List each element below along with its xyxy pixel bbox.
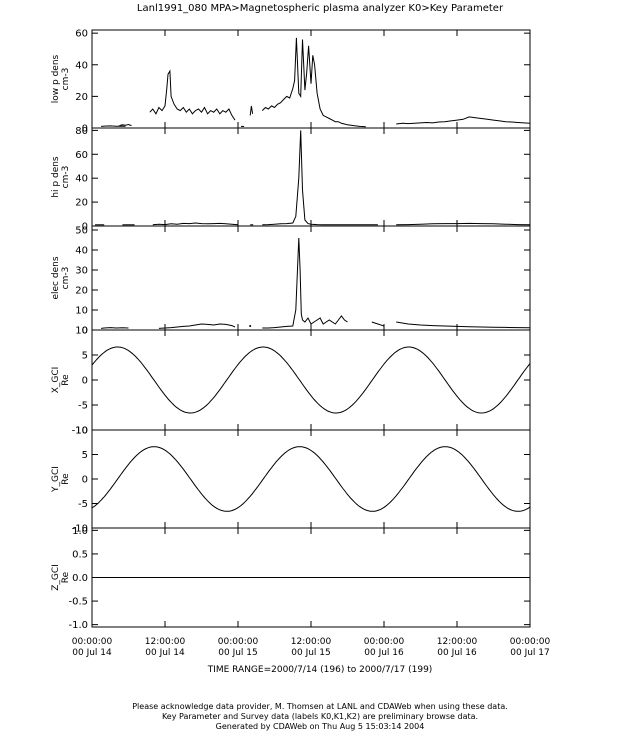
- series-line-3-5: [371, 321, 385, 327]
- x-tick-label-time: 12:00:00: [291, 637, 332, 647]
- y-tick-label: 0.0: [72, 573, 88, 584]
- series-line-1-5: [249, 105, 254, 116]
- y-tick-label: 20: [75, 198, 88, 209]
- y-tick-label: 1.0: [72, 526, 88, 537]
- y-tick-label: 40: [75, 60, 88, 71]
- x-tick-label-time: 00:00:00: [72, 637, 113, 647]
- orbit-curve-5: [91, 446, 531, 512]
- x-tick-label-date: 00 Jul 16: [437, 648, 477, 658]
- series-line-2-5: [262, 130, 378, 226]
- x-tick-label-date: 00 Jul 17: [510, 648, 550, 658]
- x-tick-label-date: 00 Jul 15: [218, 648, 258, 658]
- panel-frame-5: [91, 429, 531, 529]
- x-tick-label-date: 00 Jul 16: [364, 648, 404, 658]
- series-line-1-2: [119, 123, 132, 127]
- y-axis-label-3: elec dens: [51, 256, 61, 299]
- y-axis-label-4: Re: [61, 374, 71, 386]
- y-tick-label: 20: [75, 92, 88, 103]
- x-tick-label-time: 00:00:00: [364, 637, 405, 647]
- series-line-3-6: [396, 321, 531, 329]
- y-axis-label-3: cm-3: [61, 267, 71, 290]
- panel-frame-3: [91, 225, 531, 331]
- y-axis-label-6: Re: [61, 571, 71, 583]
- series-line-1-1: [101, 125, 126, 127]
- y-tick-label: 10: [75, 326, 88, 337]
- y-axis-label-2: cm-3: [61, 166, 71, 189]
- y-tick-label: 0.5: [72, 549, 88, 560]
- series-line-2-6: [396, 222, 531, 226]
- y-axis-label-1: low p dens: [51, 54, 61, 103]
- y-axis-label-6: Z_GCI: [51, 564, 61, 591]
- x-tick-label-time: 12:00:00: [437, 637, 478, 647]
- y-axis-label-5: Y_GCI: [51, 466, 61, 493]
- y-tick-label: 60: [75, 29, 88, 40]
- series-line-1-3: [149, 69, 236, 121]
- x-tick-label-time: 00:00:00: [510, 637, 551, 647]
- y-axis-label-2: hi p dens: [51, 156, 61, 198]
- y-axis-label-1: cm-3: [61, 68, 71, 91]
- y-axis-label-5: Re: [61, 473, 71, 485]
- x-tick-label-date: 00 Jul 15: [291, 648, 331, 658]
- y-axis-label-4: X_GCI: [51, 367, 61, 394]
- footer-preliminary-note: Key Parameter and Survey data (labels K0…: [161, 712, 479, 721]
- y-tick-label: -5: [78, 499, 88, 510]
- y-tick-label: 0: [82, 475, 88, 486]
- y-tick-label: 10: [75, 306, 88, 317]
- y-tick-label: 40: [75, 246, 88, 257]
- y-tick-label: 5: [82, 351, 88, 362]
- y-tick-label: -10: [72, 426, 88, 437]
- x-tick-label-date: 00 Jul 14: [72, 648, 112, 658]
- panel-frame-4: [91, 329, 531, 431]
- y-tick-label: 50: [75, 226, 88, 237]
- data-point: [249, 325, 252, 327]
- x-tick-label-time: 00:00:00: [218, 637, 259, 647]
- time-range-label: TIME RANGE=2000/7/14 (196) to 2000/7/17 …: [207, 665, 433, 675]
- series-line-3-4: [262, 237, 348, 329]
- y-tick-label: 30: [75, 266, 88, 277]
- y-tick-label: 40: [75, 174, 88, 185]
- y-tick-label: 80: [75, 126, 88, 137]
- y-tick-label: 0: [82, 376, 88, 387]
- y-tick-label: 0: [82, 326, 88, 337]
- y-tick-label: -1.0: [68, 620, 88, 631]
- footer-acknowledgement: Please acknowledge data provider, M. Tho…: [132, 702, 508, 711]
- y-tick-label: 5: [82, 450, 88, 461]
- y-tick-label: 0: [82, 124, 88, 135]
- y-tick-label: -5: [78, 401, 88, 412]
- panel-frame-2: [91, 127, 531, 227]
- series-line-1-6: [261, 37, 366, 128]
- x-tick-label-time: 12:00:00: [145, 637, 186, 647]
- series-line-3-1: [101, 327, 129, 329]
- y-tick-label: 10: [75, 426, 88, 437]
- y-tick-label: 20: [75, 286, 88, 297]
- series-line-2-3: [152, 222, 239, 226]
- y-tick-label: 60: [75, 150, 88, 161]
- orbit-curve-4: [91, 346, 531, 414]
- x-tick-label-date: 00 Jul 14: [145, 648, 185, 658]
- series-line-3-2: [158, 323, 236, 329]
- series-line-1-7: [396, 116, 531, 125]
- y-tick-label: -10: [72, 524, 88, 535]
- y-tick-label: -0.5: [68, 597, 88, 608]
- chart-title: Lanl1991_080 MPA>Magnetospheric plasma a…: [136, 3, 504, 14]
- y-tick-label: 0: [82, 222, 88, 233]
- footer-generated-by: Generated by CDAWeb on Thu Aug 5 15:03:1…: [215, 722, 425, 731]
